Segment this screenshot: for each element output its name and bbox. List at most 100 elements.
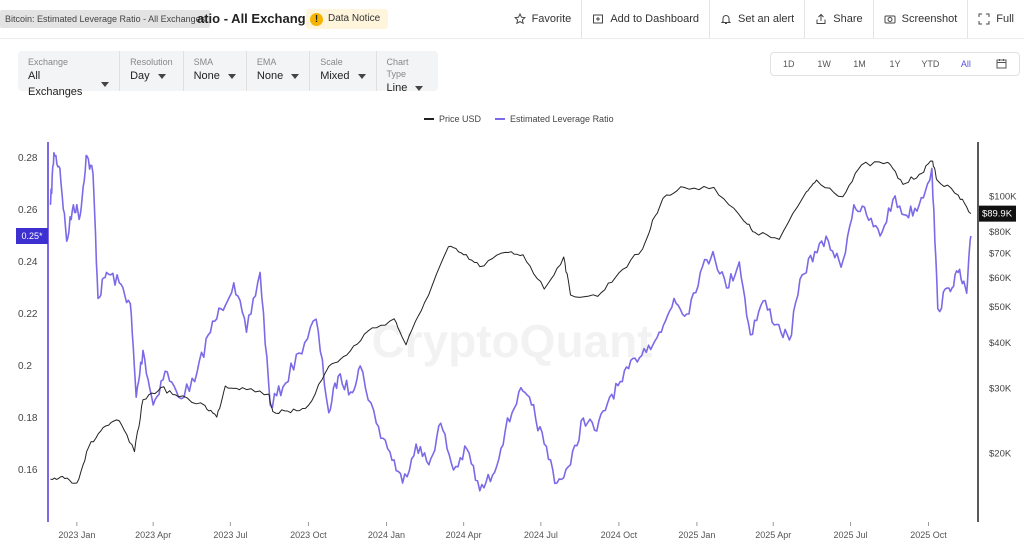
range-all[interactable]: All	[960, 59, 971, 69]
x-tick-label: 2025 Jul	[833, 530, 867, 540]
range-1w[interactable]: 1W	[817, 59, 831, 69]
data-notice-button[interactable]: ! Data Notice	[306, 9, 389, 29]
right-tick-label: $20K	[989, 448, 1012, 459]
ema-label: EMA	[256, 57, 277, 67]
data-notice-label: Data Notice	[328, 13, 381, 24]
x-tick-label: 2025 Oct	[910, 530, 947, 540]
legend-item-price[interactable]: Price USD	[424, 114, 481, 124]
favorite-label: Favorite	[531, 13, 572, 25]
scale-value: Mixed	[320, 70, 350, 82]
page-title: atio - All Exchanges	[197, 11, 321, 26]
legend-swatch-price	[424, 118, 434, 120]
legend-label-leverage: Estimated Leverage Ratio	[510, 114, 614, 124]
fullscreen-icon	[978, 13, 990, 25]
sma-label: SMA	[193, 57, 214, 67]
series-line-price	[50, 160, 972, 484]
left-tick-label: 0.2	[18, 361, 32, 372]
add-to-dashboard-label: Add to Dashboard	[610, 13, 699, 25]
scale-label: Scale	[320, 57, 343, 67]
sma-value: None	[193, 70, 220, 82]
set-alert-label: Set an alert	[737, 13, 795, 25]
scale-select[interactable]: Scale Mixed	[310, 51, 377, 91]
range-1d[interactable]: 1D	[782, 59, 795, 69]
x-tick-label: 2023 Jul	[213, 530, 247, 540]
star-icon	[513, 13, 526, 25]
time-range-selector: 1D 1W 1M 1Y YTD All	[770, 52, 1020, 76]
chart-legend: Price USD Estimated Leverage Ratio	[424, 114, 628, 124]
range-1y[interactable]: 1Y	[889, 59, 901, 69]
exchange-label: Exchange	[28, 57, 69, 67]
screenshot-button[interactable]: Screenshot	[872, 0, 968, 38]
right-tick-label: $60K	[989, 273, 1012, 284]
dashboard-add-icon	[593, 14, 604, 24]
left-tick-label: 0.26	[18, 205, 38, 216]
chevron-down-icon	[101, 81, 110, 87]
x-tick-label: 2024 Jul	[524, 530, 558, 540]
bell-icon	[720, 15, 732, 24]
ema-select[interactable]: EMA None	[247, 51, 311, 91]
resolution-label: Resolution	[130, 57, 173, 67]
right-tick-label: $40K	[989, 338, 1012, 349]
top-bar: Bitcoin: Estimated Leverage Ratio - All …	[0, 0, 1024, 39]
screenshot-label: Screenshot	[901, 13, 958, 25]
chart-area[interactable]: CryptoQuant 0.28 0.26 0.24 0.22 0.2 0.18 0.16 0.…	[0, 132, 1024, 552]
x-tick-label: 2023 Oct	[290, 530, 327, 540]
chevron-down-icon	[157, 73, 166, 79]
x-tick-label: 2023 Apr	[135, 530, 171, 540]
series-line-leverage	[49, 152, 972, 492]
chevron-down-icon	[357, 73, 366, 79]
chart-name-tooltip: Bitcoin: Estimated Leverage Ratio - All …	[0, 10, 211, 28]
chevron-down-icon	[227, 73, 236, 79]
right-tick-label: $100K	[989, 192, 1017, 203]
x-tick-label: 2025 Apr	[755, 530, 791, 540]
legend-swatch-leverage	[495, 118, 506, 120]
chevron-down-icon	[415, 85, 424, 91]
left-tick-label: 0.18	[18, 413, 38, 424]
x-tick-label: 2024 Apr	[446, 530, 482, 540]
resolution-value: Day	[130, 70, 150, 82]
right-tick-label: $70K	[989, 249, 1012, 260]
range-1m[interactable]: 1M	[853, 59, 866, 69]
x-tick-label: 2024 Oct	[601, 530, 638, 540]
favorite-button[interactable]: Favorite	[504, 0, 582, 38]
add-to-dashboard-button[interactable]: Add to Dashboard	[581, 0, 709, 38]
right-tick-label: $80K	[989, 227, 1012, 238]
legend-item-leverage[interactable]: Estimated Leverage Ratio	[495, 114, 614, 124]
watermark: CryptoQuant	[371, 315, 652, 367]
share-button[interactable]: Share	[804, 0, 872, 38]
left-current-value: 0.25*	[21, 231, 43, 241]
fullscreen-label: Full	[996, 13, 1014, 25]
action-bar: Favorite Add to Dashboard Set an alert S…	[504, 0, 1024, 38]
date-picker-button[interactable]	[984, 58, 1019, 71]
left-current-badge	[16, 228, 48, 244]
chart-type-value: Line	[386, 82, 408, 94]
camera-icon	[884, 15, 896, 24]
exchange-value: All Exchanges	[28, 70, 83, 98]
right-current-badge	[979, 205, 1016, 222]
left-tick-label: 0.16	[18, 465, 38, 476]
share-icon	[816, 13, 826, 24]
x-tick-label: 2024 Jan	[368, 530, 405, 540]
warning-icon: !	[310, 12, 323, 26]
sma-select[interactable]: SMA None	[184, 51, 247, 91]
chevron-down-icon	[291, 73, 300, 79]
left-tick-label: 0.22	[18, 309, 38, 320]
set-alert-button[interactable]: Set an alert	[708, 0, 804, 38]
resolution-select[interactable]: Resolution Day	[120, 51, 184, 91]
x-tick-label: 2025 Jan	[678, 530, 715, 540]
chart-type-select[interactable]: Chart Type Line	[377, 51, 438, 94]
legend-label-price: Price USD	[439, 114, 482, 124]
range-ytd[interactable]: YTD	[921, 59, 940, 69]
left-tick-label: 0.24	[18, 257, 38, 268]
x-tick-label: 2023 Jan	[58, 530, 95, 540]
chart-controls: Exchange All Exchanges Resolution Day SM…	[18, 51, 438, 98]
right-tick-label: $30K	[989, 384, 1012, 395]
fullscreen-button[interactable]: Full	[967, 0, 1024, 38]
left-tick-label: 0.28	[18, 153, 38, 164]
right-tick-label: $50K	[989, 302, 1012, 313]
exchange-select[interactable]: Exchange All Exchanges	[18, 51, 121, 98]
share-label: Share	[833, 13, 863, 25]
calendar-icon	[996, 58, 1007, 68]
chart-type-label: Chart Type	[386, 57, 409, 79]
right-current-value: $89.9K	[982, 209, 1013, 220]
